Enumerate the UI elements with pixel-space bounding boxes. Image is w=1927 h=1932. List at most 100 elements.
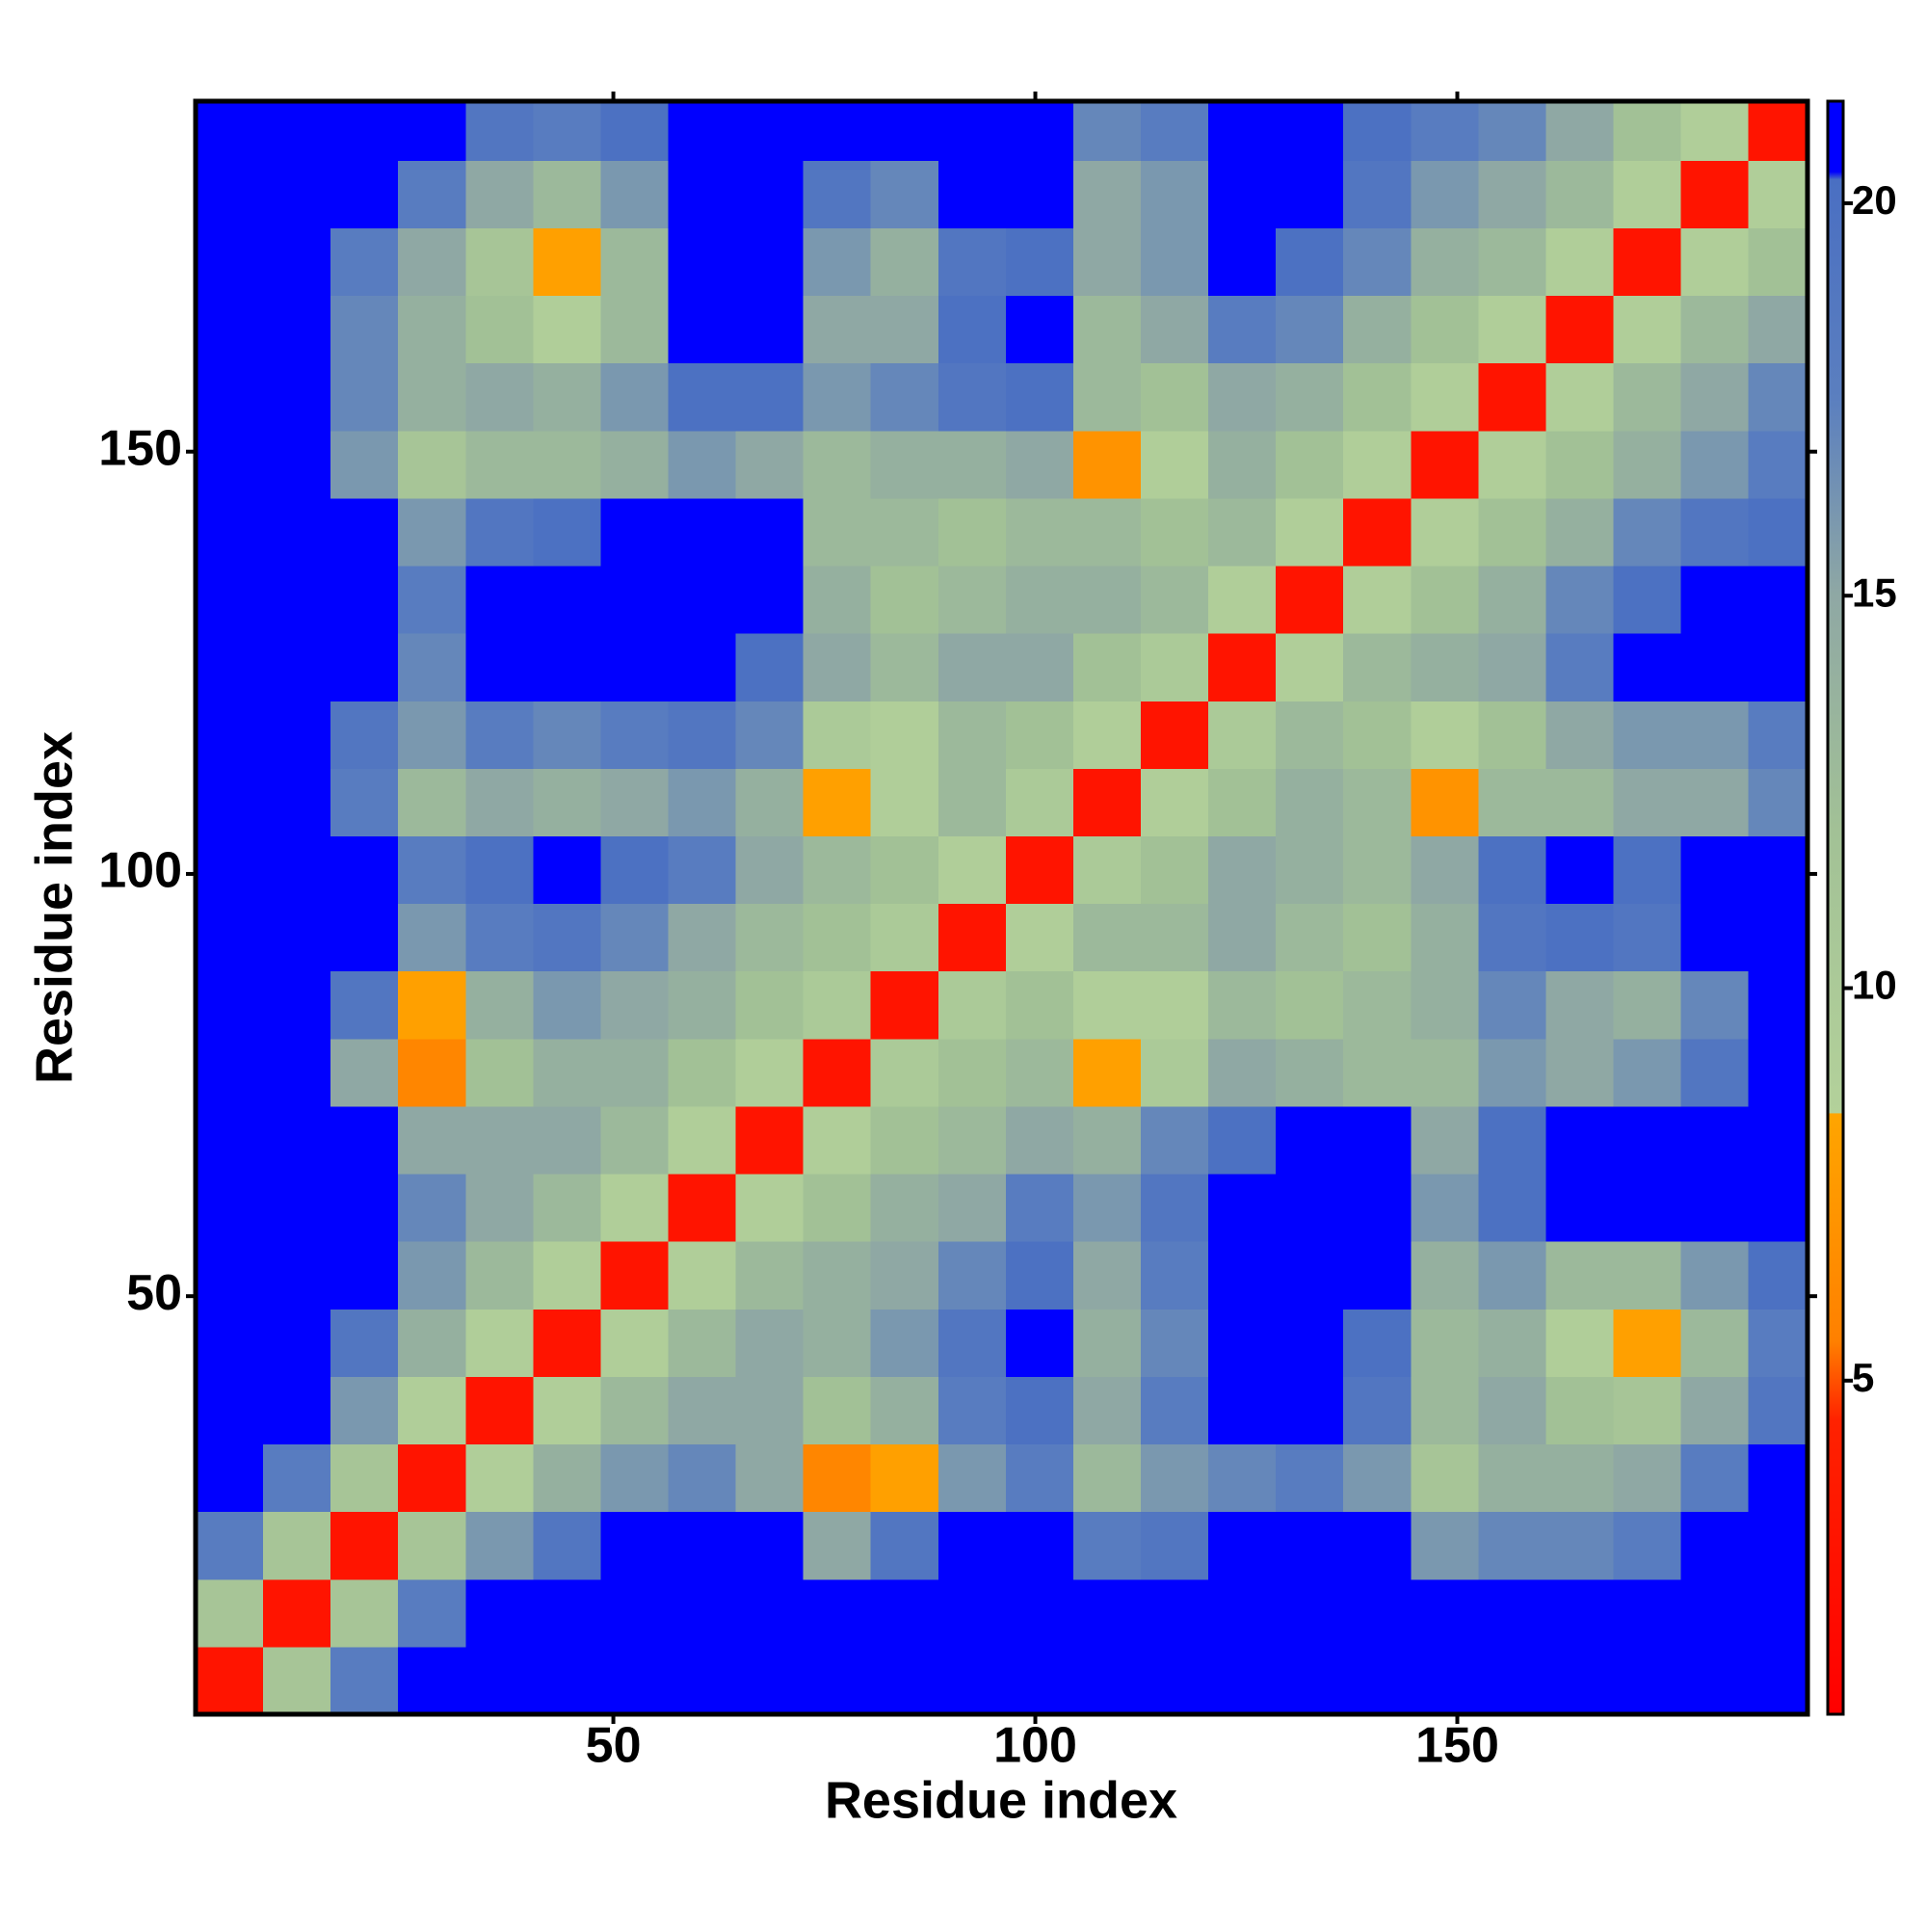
heatmap-cell — [870, 1578, 939, 1648]
heatmap-cell — [1343, 1646, 1412, 1715]
heatmap-cell — [668, 1174, 737, 1242]
heatmap-cell — [465, 430, 534, 499]
heatmap-cell — [465, 101, 534, 161]
heatmap-cell — [1545, 1578, 1615, 1648]
heatmap-cell — [1343, 1443, 1412, 1513]
heatmap-cell — [1343, 227, 1412, 297]
heatmap-cell — [263, 362, 331, 432]
heatmap-cell — [1478, 1376, 1546, 1445]
heatmap-cell — [1411, 101, 1479, 161]
heatmap-cell — [1005, 362, 1074, 432]
heatmap-cell — [1276, 497, 1344, 567]
heatmap-cell — [600, 295, 670, 364]
heatmap-cell — [398, 566, 466, 634]
heatmap-cell — [1411, 633, 1479, 701]
heatmap-cell — [1343, 1376, 1412, 1445]
heatmap-cell — [870, 295, 939, 364]
heatmap-cell — [1072, 101, 1142, 161]
heatmap-cell — [1276, 1511, 1344, 1580]
heatmap-cell — [1545, 970, 1615, 1040]
heatmap-cell — [803, 160, 872, 228]
heatmap-cell — [1411, 1646, 1479, 1715]
heatmap-cell — [1208, 1646, 1277, 1715]
heatmap-cell — [735, 1174, 805, 1242]
heatmap-cell — [937, 1376, 1007, 1445]
heatmap-cell — [533, 566, 601, 634]
x-axis-title: Residue index — [825, 1771, 1177, 1829]
heatmap-cell — [870, 1105, 939, 1175]
heatmap-cell — [465, 903, 534, 972]
heatmap-cell — [1276, 101, 1344, 161]
heatmap-cell — [803, 903, 872, 972]
heatmap-cell — [1208, 430, 1277, 499]
heatmap-cell — [1680, 1578, 1750, 1648]
heatmap-cell — [1141, 835, 1209, 905]
heatmap-cell — [1343, 1038, 1412, 1107]
heatmap-cell — [398, 227, 466, 297]
heatmap-cell — [533, 768, 601, 837]
heatmap-cell — [803, 633, 872, 701]
heatmap-cell — [1613, 1038, 1682, 1107]
heatmap-cell — [1208, 1174, 1277, 1242]
heatmap-cell — [735, 970, 805, 1040]
heatmap-cell — [600, 1443, 670, 1513]
heatmap-cell — [465, 566, 534, 634]
heatmap-cell — [1680, 768, 1750, 837]
heatmap-cell — [196, 497, 264, 567]
heatmap-cell — [1005, 970, 1074, 1040]
heatmap-cell — [1680, 101, 1750, 161]
heatmap-cell — [1748, 160, 1808, 228]
heatmap-cell — [803, 768, 872, 837]
heatmap-cell — [533, 497, 601, 567]
heatmap-cell — [735, 701, 805, 769]
heatmap-cell — [1208, 903, 1277, 972]
heatmap-cell — [600, 101, 670, 161]
heatmap-cell — [1072, 295, 1142, 364]
heatmap-cell — [1613, 903, 1682, 972]
heatmap-cell — [398, 1646, 466, 1715]
heatmap-cell — [1680, 430, 1750, 499]
heatmap-cell — [1545, 566, 1615, 634]
heatmap-cell — [1613, 768, 1682, 837]
heatmap-cell — [1411, 1376, 1479, 1445]
heatmap-cell — [1208, 1578, 1277, 1648]
heatmap-cell — [1072, 633, 1142, 701]
heatmap-cell — [1613, 362, 1682, 432]
heatmap-cell — [600, 1309, 670, 1377]
heatmap-cell — [1545, 227, 1615, 297]
heatmap-cell — [600, 835, 670, 905]
heatmap-cell — [196, 1443, 264, 1513]
heatmap-cell — [533, 903, 601, 972]
heatmap-cell — [937, 1105, 1007, 1175]
heatmap-cell — [1680, 1511, 1750, 1580]
heatmap-cell — [1343, 101, 1412, 161]
heatmap-cell — [1748, 768, 1808, 837]
heatmap-cell — [1478, 1578, 1546, 1648]
heatmap-cell — [1005, 1511, 1074, 1580]
heatmap-cell — [1545, 497, 1615, 567]
heatmap-cell — [1343, 295, 1412, 364]
heatmap-cell — [1478, 430, 1546, 499]
heatmap-cell — [1141, 1511, 1209, 1580]
heatmap-cell — [1276, 1241, 1344, 1310]
heatmap-cell — [196, 1038, 264, 1107]
heatmap-cell — [196, 566, 264, 634]
heatmap-cell — [196, 633, 264, 701]
heatmap-cell — [1748, 1578, 1808, 1648]
heatmap-cell — [803, 227, 872, 297]
heatmap-cell — [1276, 1105, 1344, 1175]
heatmap-cell — [1141, 1309, 1209, 1377]
heatmap-cell — [1748, 970, 1808, 1040]
heatmap-cell — [803, 1309, 872, 1377]
heatmap-cell — [263, 566, 331, 634]
heatmap-cell — [1005, 835, 1074, 905]
heatmap-cell — [196, 970, 264, 1040]
heatmap-cell — [803, 566, 872, 634]
heatmap-cell — [600, 1241, 670, 1310]
heatmap-cell — [1545, 1105, 1615, 1175]
heatmap-cell — [1411, 701, 1479, 769]
heatmap-cell — [330, 633, 399, 701]
heatmap-cell — [937, 768, 1007, 837]
heatmap-cell — [870, 1646, 939, 1715]
heatmap-cell — [263, 1309, 331, 1377]
